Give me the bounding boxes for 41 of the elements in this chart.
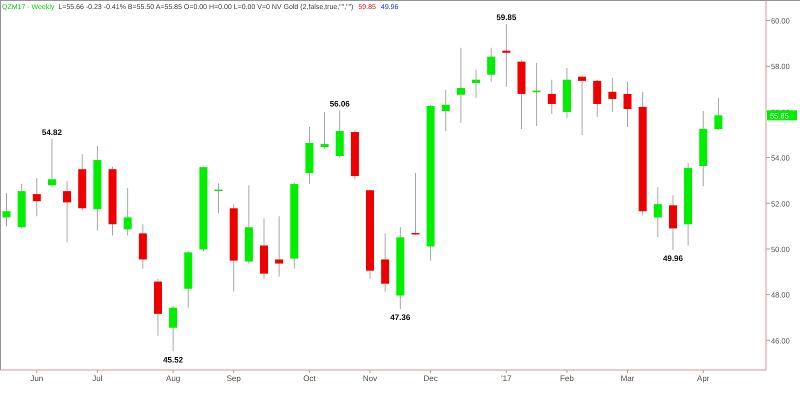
candlestick bbox=[411, 172, 420, 236]
x-tick-label: Mar bbox=[620, 374, 635, 383]
candlestick bbox=[320, 111, 329, 149]
candlestick bbox=[214, 182, 223, 214]
candlestick bbox=[654, 186, 662, 238]
x-tick-label: Aug bbox=[166, 374, 180, 383]
candlestick bbox=[502, 23, 510, 88]
x-tick-label: Jun bbox=[30, 374, 44, 383]
candlestick bbox=[2, 192, 10, 227]
annotation: 56.06 bbox=[330, 100, 350, 109]
candlestick bbox=[487, 47, 496, 82]
candlestick bbox=[472, 69, 480, 98]
annotation: 59.85 bbox=[496, 12, 517, 22]
candlestick bbox=[593, 79, 602, 118]
candlestick bbox=[63, 180, 72, 243]
candlestick bbox=[624, 81, 632, 128]
x-tick-label: Feb bbox=[560, 374, 574, 383]
annotation: 47.36 bbox=[390, 313, 411, 322]
candlestick bbox=[714, 97, 722, 131]
candlestick bbox=[32, 178, 41, 217]
x-tick-label: Oct bbox=[303, 374, 316, 383]
candlestick bbox=[48, 138, 56, 188]
annotation: 45.52 bbox=[163, 355, 184, 364]
annotation: 49.96 bbox=[662, 254, 684, 263]
candlestick bbox=[668, 194, 677, 250]
x-tick-label: Jul bbox=[92, 374, 103, 383]
candlestick bbox=[275, 216, 284, 278]
candlestick bbox=[124, 188, 132, 236]
x-tick-label: '17 bbox=[501, 374, 512, 383]
candlestick bbox=[578, 74, 586, 136]
candlestick bbox=[456, 47, 465, 124]
annotation: 54.82 bbox=[42, 128, 62, 137]
x-tick-label: Dec bbox=[423, 374, 438, 383]
candlestick bbox=[608, 77, 616, 112]
x-tick-label: Sep bbox=[226, 374, 242, 383]
candlestick bbox=[442, 89, 450, 132]
x-tick-label: Nov bbox=[362, 374, 378, 383]
x-tick-label: Apr bbox=[697, 374, 710, 383]
candlestick bbox=[548, 79, 556, 114]
candlestick bbox=[532, 62, 541, 127]
candlestick bbox=[169, 306, 178, 352]
